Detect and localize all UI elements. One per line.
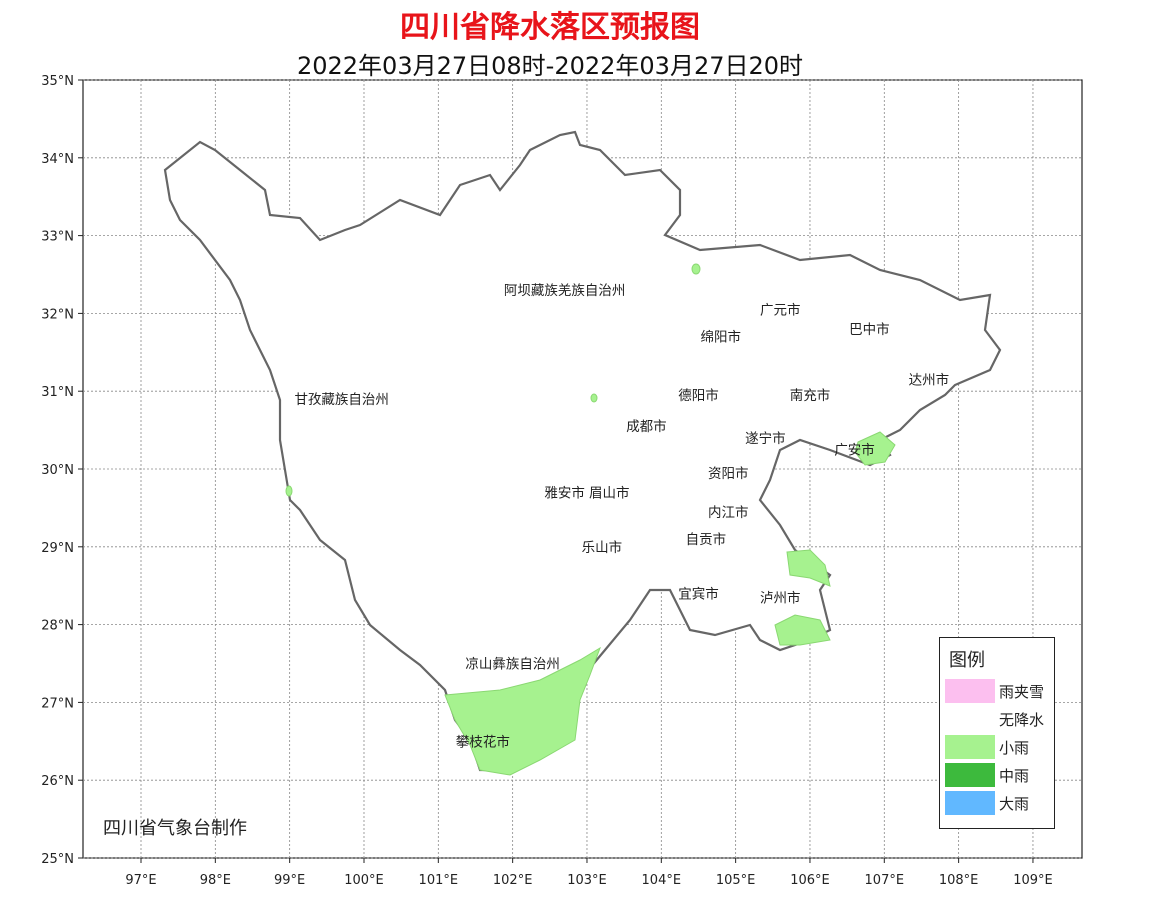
legend-swatch (945, 707, 995, 731)
region-label: 甘孜藏族自治州 (294, 392, 389, 408)
lon-tick-label: 102°E (493, 873, 533, 888)
region-label: 乐山市 (582, 539, 623, 556)
lon-tick-label: 105°E (716, 873, 756, 888)
lat-tick-label: 33°N (41, 230, 74, 245)
legend-title: 图例 (949, 650, 985, 671)
lat-tick-label: 26°N (41, 774, 74, 789)
lon-tick-label: 98°E (200, 873, 231, 888)
legend: 图例 雨夹雪无降水小雨中雨大雨 (939, 637, 1055, 829)
region-label: 遂宁市 (745, 430, 786, 447)
lat-tick-label: 32°N (41, 307, 74, 322)
legend-item: 无降水 (945, 707, 1044, 731)
light-rain-area-guangan (854, 431, 896, 466)
light-rain-area-luzhou-north (786, 549, 831, 587)
light-rain-area-luzhou-south (774, 614, 831, 646)
sichuan-outline (163, 130, 1002, 772)
lon-tick-label: 109°E (1013, 873, 1053, 888)
credit-text: 四川省气象台制作 (103, 818, 247, 839)
region-label: 宜宾市 (678, 585, 719, 602)
map-title: 四川省降水落区预报图 (400, 10, 700, 45)
region-label: 内江市 (708, 504, 749, 521)
region-label: 成都市 (626, 418, 667, 435)
region-label: 达州市 (909, 372, 950, 389)
light-rain-spot (691, 263, 701, 275)
legend-item: 小雨 (945, 735, 1029, 759)
lon-tick-label: 97°E (125, 873, 156, 888)
legend-swatch (945, 763, 995, 787)
legend-item: 雨夹雪 (945, 679, 1044, 703)
lon-tick-label: 104°E (642, 873, 682, 888)
rain-areas (285, 263, 896, 776)
legend-label: 大雨 (999, 794, 1030, 813)
lon-tick-label: 99°E (274, 873, 305, 888)
map-subtitle: 2022年03月27日08时-2022年03月27日20时 (296, 52, 804, 80)
region-label: 巴中市 (849, 321, 890, 338)
legend-label: 小雨 (999, 738, 1030, 757)
region-label: 广安市 (834, 442, 875, 459)
lat-tick-label: 27°N (41, 696, 74, 711)
light-rain-spot (590, 393, 598, 403)
lat-tick-label: 25°N (41, 852, 74, 867)
lon-tick-label: 100°E (344, 873, 384, 888)
lon-tick-label: 101°E (419, 873, 459, 888)
region-label: 南充市 (790, 387, 831, 404)
lat-tick-label: 29°N (41, 541, 74, 556)
legend-swatch (945, 679, 995, 703)
lat-tick-label: 28°N (41, 619, 74, 634)
region-label: 德阳市 (678, 387, 719, 404)
region-label: 阿坝藏族羌族自治州 (504, 283, 626, 299)
legend-swatch (945, 791, 995, 815)
region-label: 凉山彝族自治州 (465, 657, 560, 673)
legend-label: 中雨 (999, 766, 1030, 785)
region-label: 自贡市 (686, 531, 727, 548)
lat-tick-label: 30°N (41, 463, 74, 478)
lon-tick-label: 106°E (790, 873, 830, 888)
region-label: 攀枝花市 (456, 733, 510, 750)
lat-tick-label: 34°N (41, 152, 74, 167)
light-rain-spot (285, 485, 293, 497)
region-label: 眉山市 (589, 484, 630, 501)
region-label: 绵阳市 (701, 329, 742, 346)
legend-swatch (945, 735, 995, 759)
region-label: 泸州市 (760, 589, 801, 606)
legend-label: 雨夹雪 (999, 682, 1045, 701)
lon-tick-label: 107°E (865, 873, 905, 888)
legend-label: 无降水 (999, 710, 1045, 729)
lat-tick-label: 35°N (41, 74, 74, 89)
lat-tick-label: 31°N (41, 385, 74, 400)
region-label: 雅安市 (544, 484, 585, 501)
lon-tick-label: 108°E (939, 873, 979, 888)
legend-item: 中雨 (945, 763, 1029, 787)
region-label: 资阳市 (708, 465, 749, 482)
region-label: 广元市 (760, 302, 801, 319)
light-rain-area-panzhihua (444, 646, 601, 776)
lon-tick-label: 103°E (567, 873, 607, 888)
legend-item: 大雨 (945, 791, 1029, 815)
